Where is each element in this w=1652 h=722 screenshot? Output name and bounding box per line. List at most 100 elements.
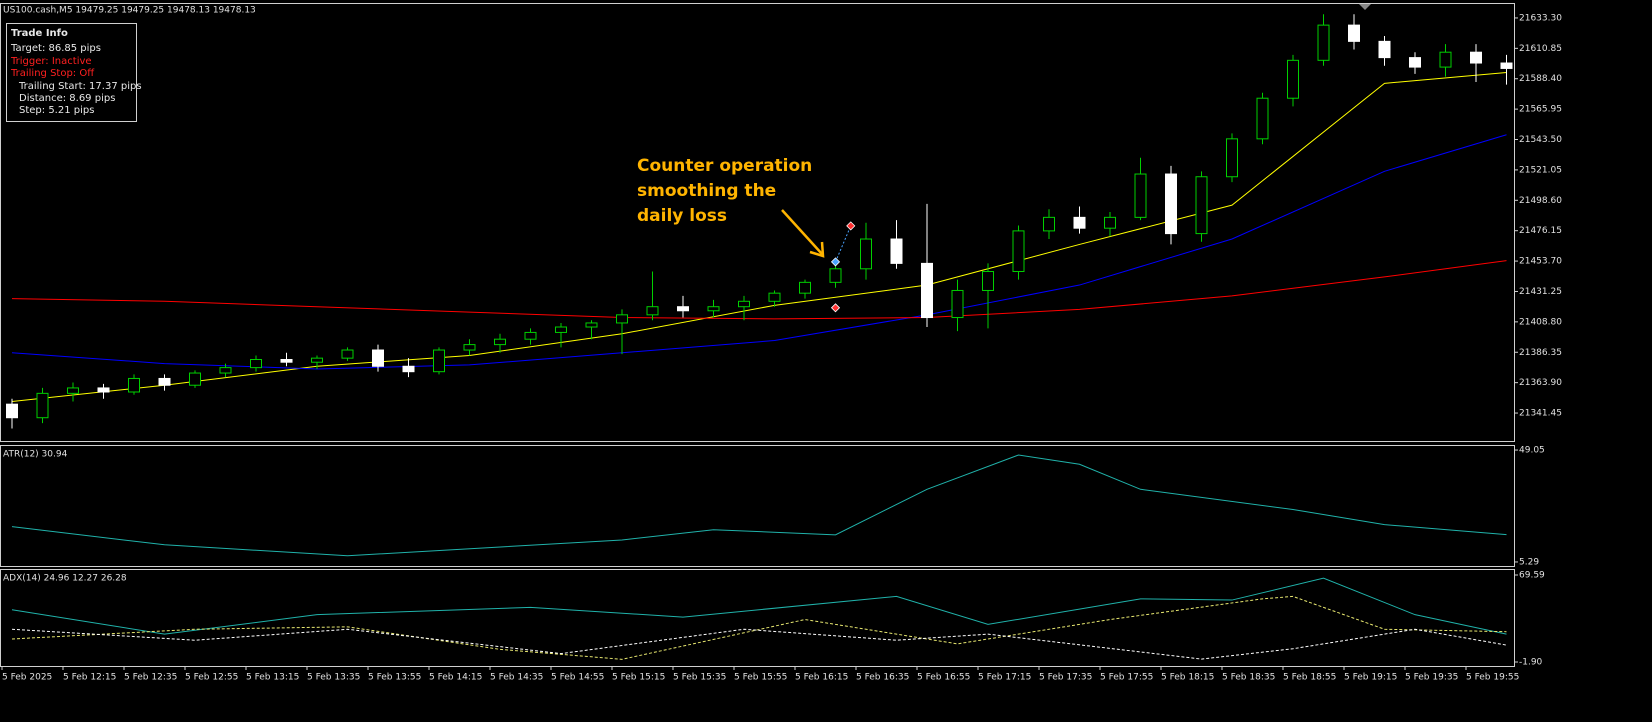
- candle-body: [372, 349, 384, 367]
- signal-link: [835, 225, 852, 263]
- candle-body: [646, 306, 659, 316]
- candle-body: [1104, 216, 1116, 229]
- trade-info-title: Trade Info: [11, 28, 68, 39]
- candle-body: [1195, 176, 1208, 235]
- candle-body: [951, 289, 964, 319]
- x-tick-label: 5 Feb 17:15: [978, 673, 1031, 683]
- trade-info-line: Trigger: Inactive: [10, 56, 92, 67]
- x-tick-label: 5 Feb 16:35: [856, 673, 909, 683]
- candle-body: [890, 238, 903, 264]
- x-tick-label: 5 Feb 12:55: [185, 673, 238, 683]
- indicator-line: [11, 595, 1507, 660]
- y-tick-label: 21408.80: [1519, 317, 1562, 327]
- annotation: daily loss: [637, 206, 727, 226]
- trade-info-line: Trailing Stop: Off: [10, 68, 95, 79]
- candle-body: [402, 365, 415, 373]
- trade-signal: [846, 221, 856, 231]
- candle-body: [1165, 173, 1177, 235]
- y-tick-label: 21498.60: [1519, 196, 1562, 206]
- candle-body: [219, 367, 232, 374]
- annotation-arrow: [781, 209, 823, 255]
- x-tick-label: 5 Feb 19:15: [1344, 673, 1397, 683]
- candle-body: [97, 387, 110, 393]
- candle-body: [341, 349, 354, 359]
- x-tick-label: 5 Feb 18:15: [1161, 673, 1214, 683]
- y-tick-label: 21543.50: [1519, 135, 1562, 145]
- x-tick-label: 5 Feb 12:15: [63, 673, 116, 683]
- candle-body: [1287, 59, 1299, 99]
- candle-body: [1439, 51, 1452, 68]
- candle-body: [36, 392, 49, 419]
- y-tick-label: 5.29: [1519, 557, 1539, 567]
- candle-body: [524, 331, 537, 340]
- candle-body: [1409, 57, 1421, 68]
- candle-body: [128, 377, 140, 393]
- trade-info-line: Distance: 8.69 pips: [19, 93, 115, 104]
- adx-panel: [0, 569, 1515, 667]
- x-tick-label: 5 Feb 15:35: [673, 673, 726, 683]
- x-tick-label: 5 Feb 15:55: [734, 673, 787, 683]
- x-tick-label: 5 Feb 18:55: [1283, 673, 1336, 683]
- candle-body: [1073, 216, 1086, 229]
- candle-body: [494, 338, 506, 346]
- x-tick-label: 5 Feb 12:35: [124, 673, 177, 683]
- y-tick-label: 21431.25: [1519, 287, 1562, 297]
- indicator-line: [11, 134, 1507, 370]
- candle-body: [6, 403, 18, 419]
- price-panel: [0, 3, 1515, 442]
- candle-body: [1256, 97, 1269, 140]
- x-tick-label: 5 Feb 17:35: [1039, 673, 1092, 683]
- y-tick-label: 21363.90: [1519, 378, 1562, 388]
- y-tick-label: 21386.35: [1519, 348, 1562, 358]
- candle-body: [1012, 230, 1025, 273]
- indicator-title: ADX(14) 24.96 12.27 26.28: [3, 574, 127, 584]
- candle-body: [738, 300, 750, 308]
- candle-body: [189, 372, 201, 386]
- atr-panel: [0, 445, 1515, 567]
- trade-signal: [830, 303, 841, 313]
- candle-body: [1500, 62, 1513, 69]
- candle-body: [1378, 40, 1391, 59]
- candle-body: [585, 322, 598, 328]
- x-tick-label: 5 Feb 13:35: [307, 673, 360, 683]
- candle-body: [555, 326, 567, 333]
- candle-body: [250, 359, 262, 369]
- candle-body: [768, 292, 781, 302]
- candle-body: [921, 262, 933, 319]
- symbol-header: US100.cash,M5 19479.25 19479.25 19478.13…: [3, 6, 256, 16]
- indicator-line: [11, 577, 1507, 635]
- annotation: Counter operation: [637, 156, 812, 176]
- candle-body: [616, 314, 628, 324]
- indicator-title: ATR(12) 30.94: [3, 450, 68, 460]
- x-tick-label: 5 Feb 19:35: [1405, 673, 1458, 683]
- indicator-line: [11, 628, 1507, 660]
- x-tick-label: 5 Feb 13:15: [246, 673, 299, 683]
- candle-body: [1317, 24, 1330, 61]
- x-tick-label: 5 Feb 19:55: [1466, 673, 1519, 683]
- x-tick-label: 5 Feb 2025: [2, 673, 52, 683]
- candle-body: [1134, 173, 1147, 218]
- y-tick-label: 21633.30: [1519, 13, 1562, 23]
- candle-body: [1348, 24, 1360, 42]
- y-tick-label: -1.90: [1519, 657, 1543, 667]
- plots: 21633.30 21610.85 21588.40 21565.95 21543.50…: [1, 13, 1562, 683]
- y-tick-label: 21521.05: [1519, 165, 1562, 175]
- x-tick-label: 5 Feb 13:55: [368, 673, 421, 683]
- x-tick-label: 5 Feb 14:15: [429, 673, 482, 683]
- shift-marker: [1359, 4, 1371, 10]
- y-tick-label: 21610.85: [1519, 44, 1562, 54]
- annotation-arrowhead: [809, 241, 825, 258]
- x-tick-label: 5 Feb 17:55: [1100, 673, 1153, 683]
- x-tick-label: 5 Feb 16:55: [917, 673, 970, 683]
- x-tick-label: 5 Feb 16:15: [795, 673, 848, 683]
- y-tick-label: 21341.45: [1519, 409, 1562, 419]
- candle-body: [707, 306, 720, 312]
- candle-body: [280, 359, 293, 363]
- y-tick-label: 21565.95: [1519, 105, 1562, 115]
- trade-info-line: Target: 86.85 pips: [10, 43, 101, 54]
- candle-body: [158, 377, 171, 386]
- candle-body: [982, 271, 994, 291]
- candle-body: [67, 387, 79, 394]
